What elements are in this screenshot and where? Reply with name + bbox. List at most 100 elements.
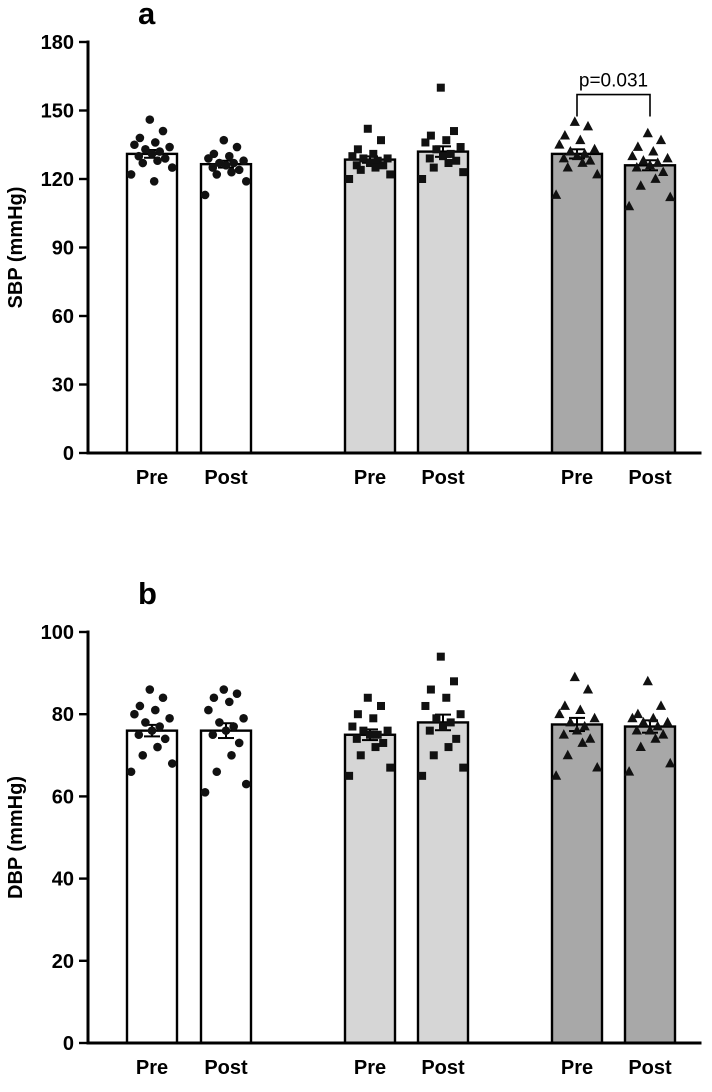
scatter-points [624,675,676,776]
panel-b-plot: Pre Post Pre Post Pre Post 0 20 40 60 80 100 DBP (mm… [0,546,712,1092]
bar [623,164,677,455]
data-point-triangle [558,729,569,739]
data-point-square [439,152,447,161]
data-point-circle [225,151,234,161]
data-point-circle [215,158,224,168]
data-point-square [383,726,392,735]
data-point-circle [239,156,248,166]
y-tick-label: 120 [41,169,74,191]
data-point-circle [160,734,170,744]
data-point-square [369,149,378,158]
data-point-square [363,124,372,133]
data-point-circle [141,718,150,727]
scatter-points [200,685,251,797]
data-point-triangle [558,152,569,163]
y-tick-label: 90 [52,238,74,260]
data-point-square [371,163,380,172]
data-point-triangle [577,737,588,747]
x-category-label: Post [421,467,465,489]
data-point-square [436,652,445,661]
data-point-circle [151,138,160,147]
x-category-label: Post [421,1057,465,1079]
data-point-triangle [559,130,570,140]
data-point-triangle [648,712,659,723]
data-point-square [421,701,430,710]
data-point-triangle [571,725,583,735]
data-point-triangle [635,741,646,751]
data-point-square [452,156,461,165]
scatter-points [418,652,468,780]
data-point-triangle [577,157,588,167]
data-point-circle [167,759,177,768]
bar [416,150,470,455]
data-point-square [369,714,378,723]
data-point-triangle [665,757,676,768]
data-point-circle [232,689,242,698]
chart-panel-a: Pre Post Pre Post Pre Post 0 30 60 90 120 150 180 SBP… [5,32,702,489]
scatter-points [551,116,603,199]
data-point-triangle [585,155,596,165]
axes [86,630,702,1045]
data-point-square [444,159,453,168]
x-category-label: Pre [561,467,593,489]
data-point-circle [155,147,164,156]
data-point-square [345,175,354,183]
data-point-triangle [569,116,580,126]
data-point-circle [153,156,162,166]
data-point-triangle [624,200,635,211]
data-point-circle [153,742,162,752]
y-tick-label: 20 [52,951,74,973]
data-point-triangle [662,716,673,727]
data-point-square [363,693,372,702]
bar [343,158,397,455]
data-point-circle [155,722,164,731]
data-point-triangle [627,150,638,161]
data-point-circle [126,170,136,179]
data-point-circle [145,115,155,124]
data-point-square [429,751,438,760]
data-point-square [356,751,365,760]
data-point-circle [232,142,242,152]
scatter-points [345,124,395,183]
data-point-circle [160,154,170,163]
panel-a-label: a [138,0,156,31]
data-point-triangle [562,161,573,172]
data-point-triangle [638,155,649,165]
data-point-square [348,722,357,731]
data-point-triangle [635,180,646,190]
data-point-circle [167,163,177,172]
data-point-circle [204,705,213,715]
x-category-label: Pre [136,467,168,489]
data-point-triangle [582,120,594,131]
data-point-triangle [665,191,676,202]
data-point-circle [212,170,222,179]
chart-panel-b: Pre Post Pre Post Pre Post 0 20 40 60 80 100 DBP (mm… [5,622,702,1079]
data-point-triangle [592,762,603,772]
data-point-circle [158,126,168,136]
data-point-circle [229,158,238,168]
y-tick-label: 150 [41,101,74,123]
data-point-triangle [632,708,643,719]
scatter-points [345,693,395,780]
data-point-circle [165,142,174,152]
data-point-circle [204,154,213,163]
bar [199,729,253,1045]
panel-a-plot: Pre Post Pre Post Pre Post 0 30 60 90 120 150 180 SBP… [5,32,702,489]
data-point-circle [234,738,244,748]
bar [550,152,604,455]
data-point-triangle [638,716,649,727]
data-point-circle [158,693,168,703]
data-point-circle [135,133,145,143]
data-point-square [353,710,362,719]
data-point-circle [200,787,210,797]
data-point-triangle [624,766,635,776]
y-tick-label: 100 [41,622,74,644]
x-category-label: Pre [354,1057,386,1079]
data-point-circle [165,714,174,723]
data-point-circle [208,730,218,740]
data-point-square [444,743,453,752]
data-point-triangle [579,148,590,158]
y-tick-label: 60 [52,786,74,808]
data-point-circle [141,145,150,154]
